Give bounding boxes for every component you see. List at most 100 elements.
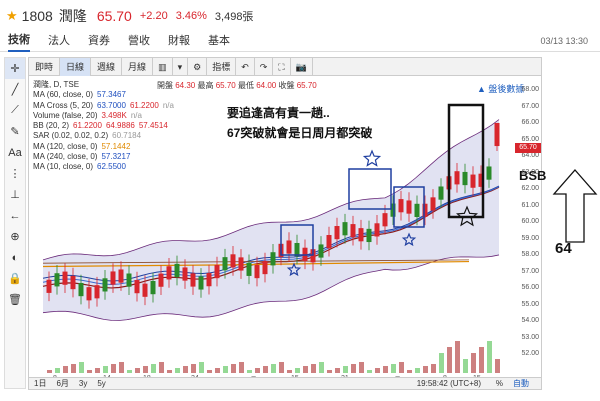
period-button-1[interactable]: 日線	[60, 57, 92, 76]
tab-margin[interactable]: 資券	[88, 35, 110, 47]
price-chart[interactable]	[29, 77, 541, 377]
star-annotation	[401, 232, 417, 247]
period-button-2[interactable]: 週線	[91, 57, 123, 76]
tab-institutional[interactable]: 法人	[48, 35, 70, 47]
legend-row: Volume (false, 20) 3.498K n/a	[33, 111, 174, 121]
candle-body	[110, 271, 116, 285]
candle-body	[198, 276, 204, 290]
arrow-left-icon[interactable]: ←	[9, 209, 21, 222]
legend-label: MA Cross (5, 20)	[33, 100, 94, 110]
period-button-0[interactable]: 即時	[29, 57, 61, 76]
trash-icon[interactable]: 🗑	[8, 294, 22, 306]
legend-value: n/a	[130, 110, 142, 120]
candle-body	[54, 273, 60, 287]
range-6m[interactable]: 6月	[56, 379, 69, 388]
annotation-box	[447, 103, 485, 219]
fullscreen-icon[interactable]: ⛶	[273, 57, 291, 76]
candle-body	[406, 200, 412, 214]
legend-label: 潤隆, D, TSE	[33, 80, 80, 89]
y-tick-label: 65.00	[521, 135, 539, 143]
candle-icon[interactable]: ▥	[153, 57, 173, 76]
volume-bar	[71, 364, 76, 373]
volume-bar	[135, 368, 140, 373]
undo-icon[interactable]: ↶	[236, 57, 255, 76]
legend-row: BB (20, 2) 61.2200 64.9886 57.4514	[33, 121, 174, 131]
text-icon[interactable]: Aa	[8, 146, 22, 159]
range-5y[interactable]: 5y	[97, 379, 106, 388]
redo-icon[interactable]: ↷	[255, 57, 274, 76]
volume-bar	[231, 364, 236, 373]
ohlc-readout: 開盤 64.30 最高 65.70 最低 64.00 收盤 65.70	[157, 81, 317, 90]
range-3y[interactable]: 3y	[78, 379, 88, 388]
brush-icon[interactable]: ✎	[10, 126, 20, 138]
pitchfork-icon[interactable]: ⊥	[10, 189, 20, 201]
tab-fundamentals[interactable]: 基本	[208, 35, 230, 47]
legend-label: SAR (0.02, 0.02, 0.2)	[33, 131, 109, 141]
zoom-in-icon[interactable]: ⊕	[10, 231, 20, 243]
volume-bar	[111, 364, 116, 373]
legend-row: MA Cross (5, 20) 63.7000 61.2200 n/a	[33, 101, 174, 111]
candle-body	[174, 263, 180, 278]
candle-body	[478, 173, 484, 187]
star-annotation	[362, 149, 382, 167]
chart-type-icon[interactable]: ▾	[173, 57, 189, 76]
legend-value: 61.2200	[73, 121, 102, 131]
candle-body	[214, 264, 220, 279]
camera-icon[interactable]: 📷	[291, 57, 313, 76]
annotation-box	[393, 186, 425, 228]
drawing-toolbar: ✛ ╱ ⟋ ✎ Aa ⋮ ⊥ ← ⊕ ◐ 🔒 🗑	[4, 57, 26, 389]
volume-bar	[87, 370, 92, 373]
lock-icon[interactable]: 🔒	[8, 273, 22, 285]
volume-bar	[263, 366, 268, 373]
legend-label: Volume (false, 20)	[33, 110, 98, 120]
annotation-text-1: 要追逢高有責一趟..	[227, 106, 330, 120]
candle-body	[102, 278, 108, 292]
volume-bar	[255, 368, 260, 373]
tab-technical[interactable]: 技術	[8, 31, 30, 52]
volume-bar	[199, 362, 204, 373]
candle-body	[246, 262, 252, 276]
candle-body	[118, 269, 124, 283]
annotation-box	[280, 224, 314, 256]
volume-bar	[47, 370, 52, 373]
percent-scale-toggle[interactable]: %	[495, 379, 503, 388]
legend-value: 57.1442	[101, 141, 131, 151]
magnet-icon[interactable]: ◐	[11, 251, 19, 264]
candle-body	[62, 271, 68, 285]
annotation-box	[348, 168, 392, 210]
legend-row: MA (120, close, 0) 57.1442	[33, 142, 174, 152]
crosshair-icon[interactable]: ✛	[5, 58, 25, 79]
ray-icon[interactable]: ⟋	[11, 104, 19, 116]
y-tick-label: 63.00	[521, 168, 539, 176]
period-button-3[interactable]: 月線	[122, 57, 154, 76]
chart-panel: 即時 日線 週線 月線 ▥ ▾ ⚙ 指標 ↶ ↷ ⛶ 📷 潤隆, D, TSE MA (60, clos…	[28, 57, 546, 390]
price-change: +2.20	[139, 10, 168, 22]
volume-bar	[55, 368, 60, 373]
volume-bar	[375, 368, 380, 373]
after-hours-link[interactable]: ▲ 盤後數據	[477, 84, 525, 94]
favorite-star-icon[interactable]: ★	[6, 8, 18, 23]
y-tick-label: 57.00	[521, 267, 539, 275]
volume-bar	[79, 362, 84, 373]
volume-bar	[191, 364, 196, 373]
y-axis: 68.00 67.00 66.00 65.00 64.00 63.00 62.00 61.00…	[513, 78, 541, 372]
trend-line-icon[interactable]: ╱	[11, 84, 19, 96]
tab-revenue[interactable]: 營收	[128, 35, 150, 47]
fib-icon[interactable]: ⋮	[9, 168, 21, 180]
y-tick-label: 66.00	[521, 119, 539, 126]
range-1d[interactable]: 1日	[34, 379, 47, 388]
volume-bar	[127, 370, 132, 373]
auto-scale-toggle[interactable]: 自動	[513, 379, 529, 388]
settings-icon[interactable]: ⚙	[188, 57, 208, 76]
volume-bar	[215, 368, 220, 373]
indicator-icon[interactable]: 指標	[207, 57, 237, 76]
y-tick-label: 61.00	[521, 201, 539, 209]
legend-value: 57.4514	[138, 121, 168, 131]
candle-body	[366, 228, 372, 243]
price-change-percent: 3.46%	[175, 10, 207, 22]
candle-body	[78, 282, 84, 297]
candle-body	[158, 273, 164, 287]
tab-financials[interactable]: 財報	[168, 35, 190, 47]
legend-label: MA (60, close, 0)	[33, 90, 94, 100]
volume-bar	[351, 364, 356, 373]
